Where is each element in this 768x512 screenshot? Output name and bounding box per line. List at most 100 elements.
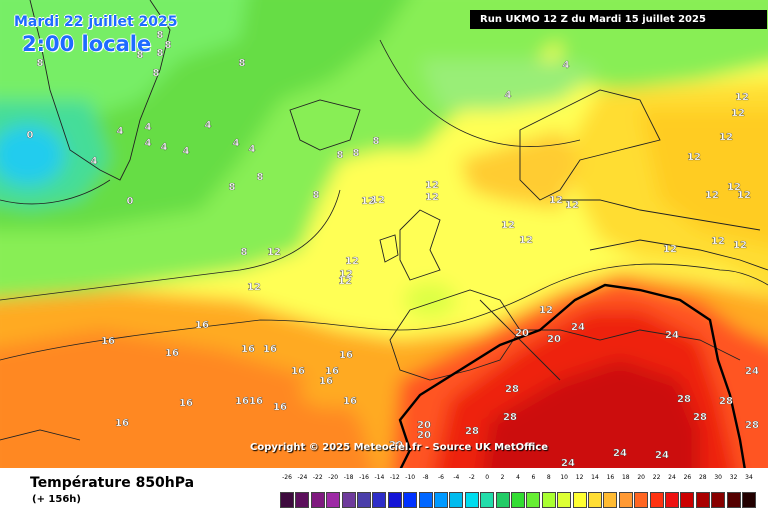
isotherm-label: 8 xyxy=(373,136,380,147)
isotherm-label: 12 xyxy=(425,180,439,191)
isotherm-label: 8 xyxy=(337,150,344,161)
scale-swatch xyxy=(357,492,371,508)
isotherm-label: 16 xyxy=(263,344,277,355)
isotherm-label: 4 xyxy=(117,126,124,137)
scale-label: -12 xyxy=(389,474,400,481)
isotherm-label: 28 xyxy=(677,394,691,405)
isotherm-label: 28 xyxy=(505,384,519,395)
isotherm-label: 16 xyxy=(291,366,305,377)
isotherm-label: 8 xyxy=(157,30,164,41)
isotherm-label: 20 xyxy=(389,440,403,451)
isotherm-label: 12 xyxy=(663,244,677,255)
isotherm-label: 8 xyxy=(153,68,160,79)
scale-swatch xyxy=(418,492,433,508)
scale-swatch xyxy=(695,492,710,508)
scale-label: -10 xyxy=(405,474,416,481)
scale-label: -24 xyxy=(297,474,308,481)
scale-swatch xyxy=(711,492,726,508)
isotherm-label: 8 xyxy=(353,148,360,159)
isotherm-label: 16 xyxy=(241,344,255,355)
isotherm-label: 28 xyxy=(693,412,707,423)
isotherm-label: 12 xyxy=(727,182,741,193)
scale-label: -16 xyxy=(359,474,369,481)
scale-label: -14 xyxy=(374,474,385,481)
isotherm-label: 24 xyxy=(665,330,679,341)
scale-label: 14 xyxy=(591,474,599,481)
isotherm-label: 20 xyxy=(547,334,561,345)
scale-label: 30 xyxy=(714,474,722,481)
scale-swatch xyxy=(526,492,541,508)
scale-swatch xyxy=(449,492,464,508)
isotherm-label: 12 xyxy=(501,220,515,231)
isotherm-label: 4 xyxy=(183,146,190,157)
scale-label: 4 xyxy=(516,474,520,481)
scale-swatch xyxy=(372,492,387,508)
scale-label: 28 xyxy=(698,474,707,481)
isotherm-label: 16 xyxy=(325,366,339,377)
scale-label: -22 xyxy=(312,474,323,481)
scale-label: 26 xyxy=(683,474,692,481)
isotherm-label: 4 xyxy=(145,138,152,149)
isotherm-label: 4 xyxy=(205,120,212,131)
scale-swatch xyxy=(341,492,356,508)
isotherm-label: 24 xyxy=(745,366,759,377)
isotherm-label: 16 xyxy=(319,376,333,387)
isotherm-label: 28 xyxy=(719,396,733,407)
isotherm-label: 4 xyxy=(145,122,152,133)
isotherm-label: 8 xyxy=(157,48,164,59)
scale-swatch xyxy=(310,492,325,508)
scale-swatch xyxy=(495,492,510,508)
scale-label: 2 xyxy=(500,474,505,481)
scale-label: -2 xyxy=(468,474,475,481)
scale-swatch xyxy=(588,492,602,508)
isotherm-label: 4 xyxy=(505,90,512,101)
isotherm-label: 4 xyxy=(233,138,240,149)
scale-label: 16 xyxy=(606,474,615,481)
isotherm-label: 8 xyxy=(257,172,264,183)
isotherm-label: 16 xyxy=(179,398,193,409)
forecast-date: Mardi 22 juillet 2025 xyxy=(14,14,178,30)
isotherm-label: 24 xyxy=(571,322,585,333)
isotherm-label: 16 xyxy=(195,320,209,331)
parameter-title: Température 850hPa xyxy=(30,475,195,491)
isotherm-label: 16 xyxy=(249,396,263,407)
isotherm-label: 12 xyxy=(705,190,719,201)
isotherm-label: 28 xyxy=(503,412,517,423)
isotherm-label: 12 xyxy=(247,282,261,293)
scale-swatch xyxy=(726,492,741,508)
scale-swatch xyxy=(649,492,664,508)
scale-label: 20 xyxy=(637,474,645,481)
scale-label: -26 xyxy=(282,474,292,481)
isotherm-label: 12 xyxy=(737,190,751,201)
scale-label: 34 xyxy=(745,474,753,481)
isotherm-label: 8 xyxy=(37,58,44,69)
isotherm-label: 28 xyxy=(745,420,759,431)
scale-label: 8 xyxy=(546,474,551,481)
isotherm-label: 16 xyxy=(343,396,357,407)
isotherm-label: 16 xyxy=(235,396,249,407)
isotherm-label: 12 xyxy=(361,196,375,207)
copyright-text: Copyright © 2025 Meteociel.fr - Source U… xyxy=(250,442,549,453)
scale-swatch xyxy=(634,492,649,508)
isotherm-label: 8 xyxy=(239,58,246,69)
isotherm-label: 8 xyxy=(137,50,144,61)
scale-label: -20 xyxy=(328,474,339,481)
scale-swatch xyxy=(680,492,695,508)
scale-label: 32 xyxy=(729,474,738,481)
isotherm-label: 12 xyxy=(719,132,733,143)
scale-label: 0 xyxy=(485,474,490,481)
scale-swatch xyxy=(434,492,448,508)
scale-swatch xyxy=(480,492,495,508)
isotherm-label: 12 xyxy=(731,108,745,119)
isotherm-label: 12 xyxy=(519,235,533,246)
scale-swatch xyxy=(511,492,525,508)
scale-swatch xyxy=(280,492,294,508)
isotherm-label: 12 xyxy=(267,247,281,258)
isotherm-label: 4 xyxy=(563,60,570,71)
scale-label: -18 xyxy=(343,474,354,481)
scale-swatch xyxy=(403,492,418,508)
isotherm-label: 8 xyxy=(165,40,172,51)
scale-swatch xyxy=(665,492,679,508)
isotherm-label: 16 xyxy=(115,418,129,429)
